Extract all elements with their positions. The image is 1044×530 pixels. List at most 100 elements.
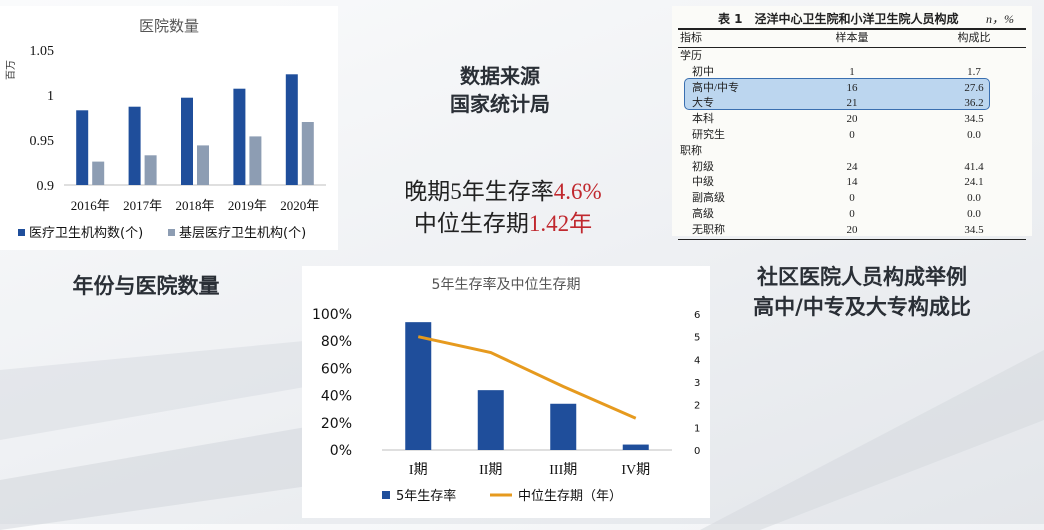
x-tick-label: 2020年 — [280, 198, 319, 213]
table-cell-label: 副高级 — [692, 192, 725, 205]
table-cell-label: 学历 — [680, 50, 702, 62]
y2-tick-label: 2 — [694, 401, 700, 412]
table-row: 副高级 0 0.0 — [672, 190, 1032, 206]
chart-title: 5年生存率及中位生存期 — [432, 276, 581, 293]
table-row: 中级 14 24.1 — [672, 174, 1032, 190]
y-tick-label: 20% — [321, 416, 352, 432]
x-tick-label: 2019年 — [228, 198, 267, 213]
table-row: 大专 21 36.2 — [672, 95, 1032, 111]
table-cell-n: 16 — [846, 81, 858, 94]
x-tick-label: 2016年 — [71, 198, 110, 213]
survival-rate-line: 晚期5年生存率4.6% — [372, 176, 634, 208]
table-row: 高级 0 0.0 — [672, 206, 1032, 222]
table-group-row: 学历 — [672, 48, 1032, 64]
y2-tick-label: 1 — [694, 423, 700, 434]
table-cell-pct: 34.5 — [964, 223, 984, 236]
survival-chart: 5年生存率及中位生存期 0% 20% 40% 60% 80% 100% 0 1 2 3 4 5 6 I期 II… — [312, 276, 700, 504]
table-row: 高中/中专 16 27.6 — [672, 80, 1032, 96]
table-cell-pct: 0.0 — [967, 208, 981, 220]
staff-caption-line1: 社区医院人员构成举例 — [757, 265, 967, 289]
line-median-survival — [417, 335, 637, 420]
y2-tick-label: 4 — [694, 355, 700, 366]
table-row: 初级 24 41.4 — [672, 159, 1032, 175]
table-cell-pct: 0.0 — [967, 129, 981, 141]
table-header-cell: 样本量 — [835, 32, 869, 44]
x-tick-label: IV期 — [621, 462, 650, 478]
table-cell-label: 初级 — [692, 160, 714, 173]
table-title: 表 1 泾洋中心卫生院和小洋卫生院人员构成 — [718, 12, 959, 26]
table-cell-n: 14 — [846, 176, 858, 189]
table-unit: n，% — [986, 12, 1014, 26]
table-cell-label: 本科 — [692, 113, 714, 126]
table-cell-n: 21 — [846, 97, 858, 110]
table-header-cell: 构成比 — [957, 32, 991, 44]
staff-composition-table-panel: 表 1 泾洋中心卫生院和小洋卫生院人员构成 n，% 指标 样本量 构成比 学历 初中 1 1.7… — [672, 6, 1032, 240]
bar-medical-institutions — [181, 97, 193, 185]
table-cell-n: 0 — [849, 129, 855, 141]
table-cell-pct: 41.4 — [964, 160, 984, 173]
table-rule-header — [678, 47, 1026, 48]
y-tick-label: 60% — [321, 361, 352, 377]
table-cell-label: 高级 — [692, 208, 714, 220]
x-tick-label: I期 — [409, 462, 428, 478]
x-tick-label: II期 — [479, 462, 502, 478]
table-rule-bottom — [678, 238, 1026, 240]
y2-tick-label: 3 — [694, 378, 700, 389]
bar-medical-institutions — [76, 110, 89, 185]
bar-medical-institutions — [285, 74, 298, 185]
median-survival-value: 1.42 — [528, 211, 570, 236]
table-cell-label: 高中/中专 — [692, 81, 740, 94]
staff-composition-caption: 社区医院人员构成举例 高中/中专及大专构成比 — [712, 262, 1012, 322]
bar-survival-rate — [622, 444, 649, 450]
legend-swatch — [18, 229, 25, 236]
y2-tick-label: 6 — [694, 310, 700, 321]
table-cell-label: 中级 — [692, 176, 714, 189]
x-tick-label: III期 — [549, 462, 577, 478]
source-line1: 数据来源 — [460, 64, 540, 88]
hospital-count-chart-panel: 医院数量 百万 0.9 0.95 1 1.05 2016年 2017年 2018年 2019年 20… — [0, 6, 338, 250]
y-tick-label: 1 — [47, 89, 54, 104]
bar-medical-institutions — [128, 106, 141, 185]
legend-label: 中位生存期（年） — [518, 489, 622, 504]
bar-survival-rate — [550, 403, 577, 450]
table-cell-n: 20 — [846, 113, 858, 126]
table-cell-n: 20 — [846, 223, 858, 236]
bar-primary-institutions — [144, 155, 157, 185]
survival-summary: 晚期5年生存率4.6% 中位生存期1.42年 — [372, 176, 634, 240]
table-row: 本科 20 34.5 — [672, 111, 1032, 127]
bar-medical-institutions — [233, 88, 246, 185]
y-unit-label: 百万 — [5, 60, 17, 80]
table-cell-pct: 34.5 — [964, 113, 984, 126]
survival-chart-panel: 5年生存率及中位生存期 0% 20% 40% 60% 80% 100% 0 1 2 3 4 5 6 I期 II… — [302, 266, 710, 518]
table-cell-label: 职称 — [680, 144, 702, 157]
table-cell-n: 0 — [849, 192, 855, 205]
legend-label: 医疗卫生机构数(个) — [29, 226, 143, 241]
bar-survival-rate — [477, 390, 504, 450]
y-tick-label: 0.95 — [30, 134, 55, 149]
years-hospitals-caption: 年份与医院数量 — [72, 274, 220, 298]
y-tick-label: 80% — [321, 334, 352, 350]
y-tick-label: 40% — [321, 389, 352, 405]
legend-swatch — [168, 229, 175, 236]
table-cell-label: 无职称 — [692, 223, 725, 236]
table-cell-pct: 0.0 — [967, 192, 981, 205]
x-tick-label: 2017年 — [123, 198, 162, 213]
table-cell-pct: 36.2 — [964, 97, 984, 110]
staff-caption-line2: 高中/中专及大专构成比 — [753, 295, 971, 319]
table-cell-label: 初中 — [692, 65, 714, 78]
bar-primary-institutions — [301, 122, 314, 185]
table-rule-top — [678, 28, 1026, 30]
median-survival-unit: 年 — [569, 211, 593, 236]
survival-rate-value: 4.6% — [553, 179, 602, 204]
bar-primary-institutions — [197, 145, 209, 185]
survival-rate-label: 晚期5年生存率 — [404, 179, 554, 204]
table-cell-label: 大专 — [692, 97, 714, 110]
legend-label: 5年生存率 — [396, 488, 456, 504]
chart-title: 医院数量 — [139, 17, 199, 35]
table-cell-pct: 1.7 — [967, 65, 981, 78]
table-cell-n: 1 — [849, 65, 855, 78]
table-cell-n: 24 — [846, 160, 858, 173]
y-tick-label: 0.9 — [37, 179, 55, 194]
highlight-box — [684, 78, 990, 110]
